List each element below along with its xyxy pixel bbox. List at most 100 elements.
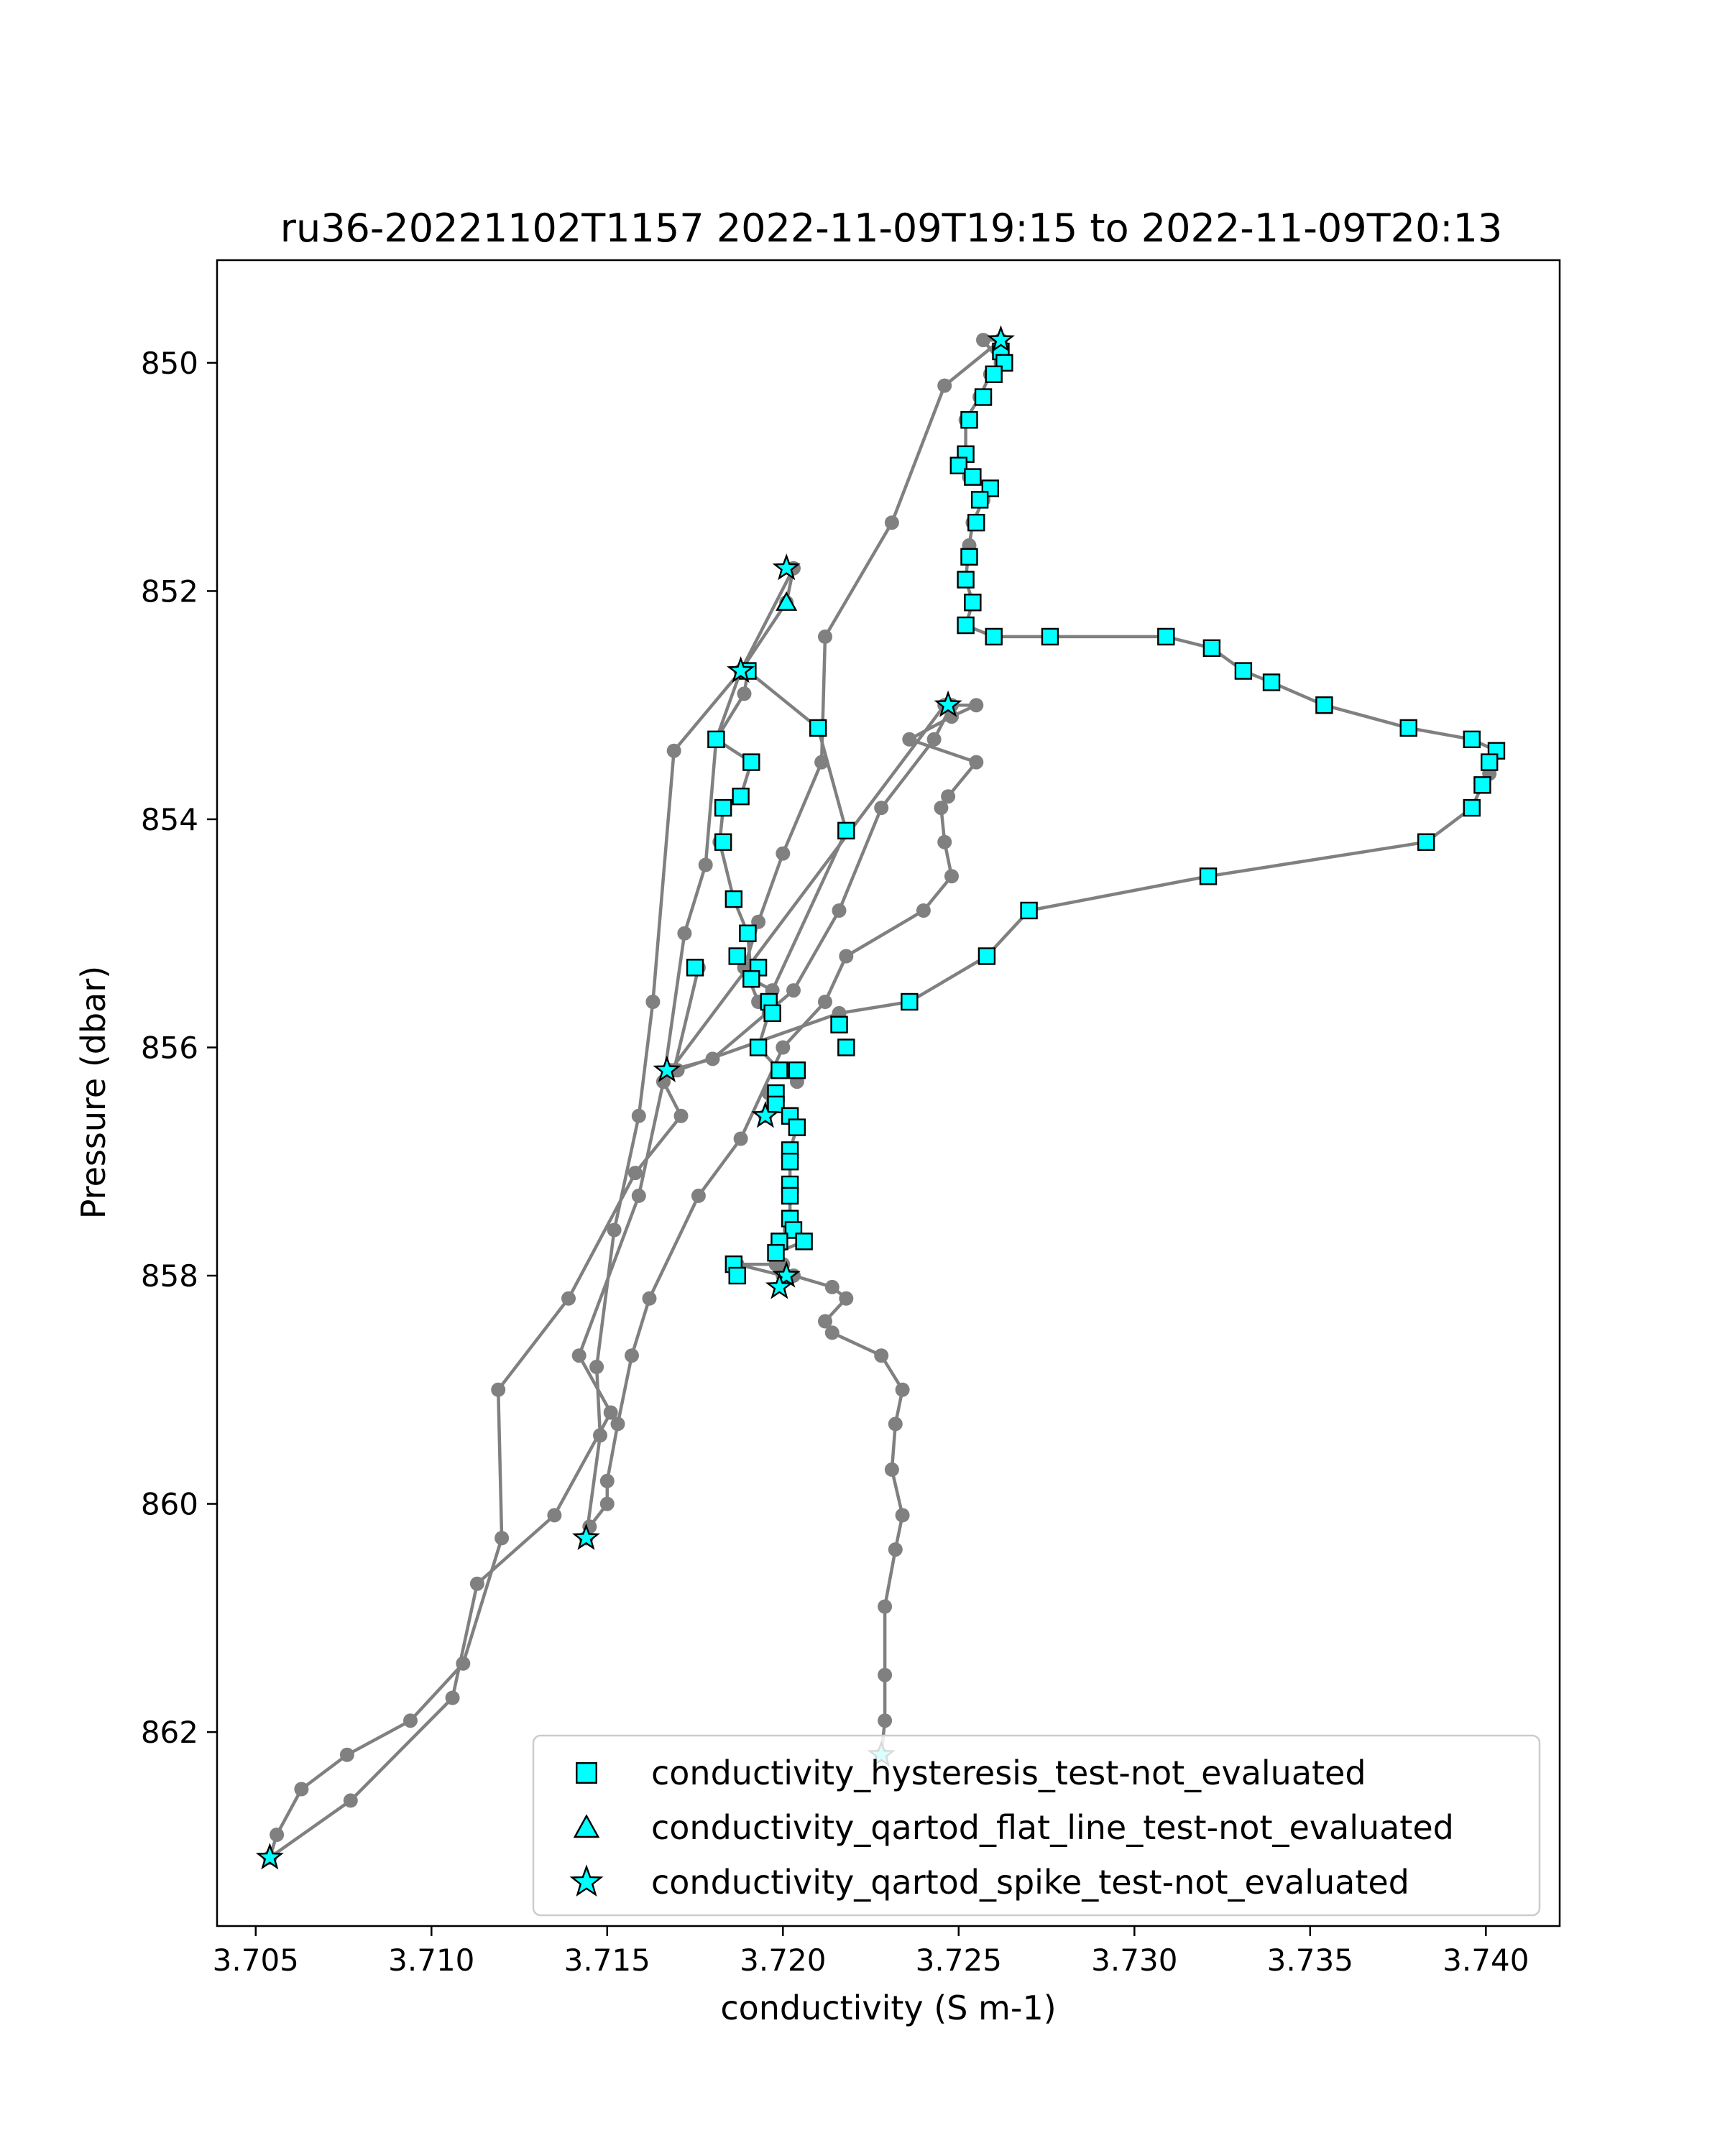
hysteresis-marker — [781, 1187, 799, 1205]
y-tick-label: 860 — [141, 1487, 198, 1522]
x-tick-label: 3.720 — [740, 1943, 826, 1978]
hysteresis-marker — [964, 468, 982, 486]
legend-hysteresis-label: conductivity_hysteresis_test-not_evaluat… — [651, 1754, 1366, 1792]
data-point — [593, 1428, 607, 1443]
hysteresis-marker — [1473, 776, 1491, 794]
spike-marker — [653, 1055, 681, 1082]
hysteresis-marker — [964, 594, 982, 612]
data-point — [698, 857, 713, 872]
y-axis: 850 852 854 856 858 860 862 — [141, 346, 217, 1750]
hysteresis-marker — [949, 456, 968, 474]
data-point — [916, 903, 931, 918]
data-point — [888, 1542, 903, 1557]
hysteresis-marker — [970, 491, 989, 509]
profile-line-4 — [584, 703, 978, 1539]
data-point — [631, 1108, 646, 1123]
hysteresis-marker — [985, 365, 1003, 383]
data-point — [902, 732, 917, 747]
data-point — [969, 755, 984, 770]
y-tick-label: 862 — [141, 1715, 198, 1750]
x-axis-label: conductivity (S m-1) — [720, 1989, 1056, 2027]
y-tick-label: 850 — [141, 346, 198, 381]
hysteresis-marker — [1417, 833, 1435, 851]
data-point — [824, 1279, 840, 1294]
hysteresis-marker — [724, 890, 743, 908]
data-point — [818, 995, 832, 1009]
flat-line-marker — [776, 591, 798, 611]
hysteresis-marker — [957, 571, 975, 589]
data-point — [884, 515, 899, 530]
hysteresis-marker — [830, 1015, 848, 1033]
y-tick-label: 856 — [141, 1030, 198, 1065]
data-point — [895, 1508, 910, 1523]
data-point — [937, 378, 952, 393]
data-point — [547, 1508, 562, 1523]
data-point — [818, 1314, 832, 1329]
legend-hysteresis-symbol — [576, 1762, 597, 1784]
y-tick-label: 852 — [141, 573, 198, 609]
hysteresis-marker — [967, 513, 985, 532]
x-tick-label: 3.725 — [916, 1943, 1002, 1978]
chart-title: ru36-20221102T1157 2022-11-09T19:15 to 2… — [280, 206, 1502, 251]
plot-frame — [216, 259, 1561, 1927]
data-point — [599, 1473, 615, 1488]
data-point — [824, 1325, 840, 1340]
data-point — [469, 1576, 484, 1591]
data-point — [691, 1188, 706, 1203]
hysteresis-marker — [1202, 639, 1221, 658]
legend-flat-line-label: conductivity_qartod_flat_line_test-not_e… — [651, 1808, 1454, 1847]
data-point — [884, 1462, 899, 1477]
spike-marker — [772, 1261, 801, 1288]
spike-marker — [934, 690, 962, 717]
x-tick-label: 3.705 — [213, 1943, 299, 1978]
data-point — [888, 1416, 903, 1432]
flag-markers — [255, 325, 1506, 1870]
hysteresis-marker — [837, 821, 855, 840]
hysteresis-marker — [742, 970, 760, 988]
hysteresis-marker — [1157, 627, 1175, 646]
data-point — [607, 1222, 622, 1238]
data-point — [832, 903, 847, 918]
data-point — [610, 1416, 625, 1432]
data-point — [776, 846, 791, 861]
data-point — [934, 801, 949, 816]
hysteresis-marker — [960, 411, 978, 429]
x-tick-label: 3.710 — [388, 1943, 474, 1978]
hysteresis-marker — [1199, 867, 1218, 885]
hysteresis-marker — [1234, 662, 1253, 680]
data-point — [589, 1360, 604, 1374]
legend-flat-line-symbol — [573, 1814, 600, 1838]
data-point — [776, 1040, 791, 1055]
profile-line-1 — [268, 967, 701, 1858]
y-axis-label: Pressure (dbar) — [74, 966, 113, 1219]
data-point — [818, 629, 832, 644]
hysteresis-marker — [1399, 719, 1417, 737]
hysteresis-marker — [960, 548, 978, 566]
x-tick-label: 3.740 — [1443, 1943, 1529, 1978]
hysteresis-marker — [978, 947, 996, 965]
hysteresis-marker — [901, 992, 919, 1011]
hysteresis-marker — [728, 947, 746, 965]
hysteresis-marker — [763, 1004, 781, 1023]
legend-spike-label: conductivity_qartod_spike_test-not_evalu… — [651, 1863, 1409, 1902]
hysteresis-marker — [732, 788, 750, 806]
spike-marker — [765, 1272, 794, 1299]
y-tick-label: 858 — [141, 1258, 198, 1294]
hysteresis-marker — [788, 1061, 806, 1079]
legend-box — [532, 1734, 1541, 1917]
x-tick-label: 3.715 — [564, 1943, 650, 1978]
hysteresis-marker — [1315, 696, 1333, 714]
hysteresis-marker — [1463, 730, 1481, 749]
hysteresis-marker — [985, 627, 1003, 646]
data-point — [786, 983, 801, 998]
profile-lines — [262, 333, 1504, 1865]
data-point — [571, 1348, 586, 1363]
hysteresis-marker — [728, 1266, 746, 1285]
data-point — [599, 1496, 615, 1511]
hysteresis-marker — [686, 959, 704, 977]
data-point — [494, 1531, 510, 1546]
legend-spike-symbol — [569, 1864, 604, 1897]
data-point — [839, 949, 854, 964]
data-point — [737, 686, 752, 701]
